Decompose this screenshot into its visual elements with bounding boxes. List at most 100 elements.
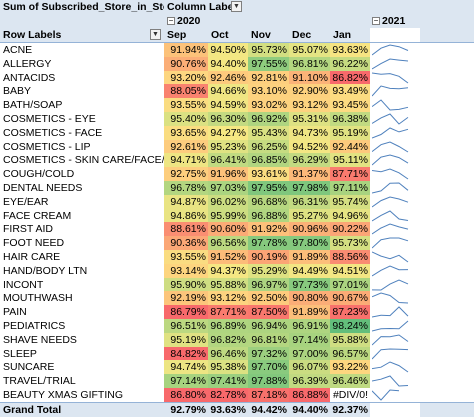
value-cell-nov[interactable]: 87.18% — [248, 388, 289, 402]
value-cell-sep[interactable]: 94.74% — [164, 360, 208, 375]
value-cell-dec[interactable]: 90.80% — [289, 291, 330, 306]
value-cell-oct[interactable]: 96.02% — [208, 194, 248, 209]
value-cell-jan[interactable]: 95.74% — [330, 194, 370, 209]
grand-total-sep[interactable]: 92.79% — [170, 404, 206, 416]
value-cell-nov[interactable]: 96.25% — [248, 139, 289, 154]
value-cell-nov[interactable]: 92.81% — [248, 70, 289, 85]
value-cell-nov[interactable]: 96.97% — [248, 277, 289, 292]
value-cell-dec[interactable]: 97.00% — [289, 346, 330, 361]
year-2020-header[interactable]: −2020 — [164, 14, 370, 28]
column-labels-filter-button[interactable]: ▼ — [231, 1, 242, 12]
value-cell-sep[interactable]: 93.65% — [164, 125, 208, 140]
value-cell-jan[interactable]: 96.22% — [330, 56, 370, 71]
row-label[interactable]: COSMETICS - FACE — [3, 126, 103, 139]
month-header-oct[interactable]: Oct — [211, 29, 229, 41]
value-cell-dec[interactable]: 94.52% — [289, 139, 330, 154]
row-label[interactable]: SHAVE NEEDS — [3, 333, 77, 346]
value-cell-dec[interactable]: 91.37% — [289, 167, 330, 181]
value-cell-dec[interactable]: 91.89% — [289, 305, 330, 319]
value-cell-jan[interactable]: 86.82% — [330, 70, 370, 85]
value-cell-jan[interactable]: #DIV/0! — [330, 388, 370, 402]
value-cell-sep[interactable]: 86.79% — [164, 305, 208, 319]
value-cell-dec[interactable]: 96.29% — [289, 153, 330, 168]
value-cell-sep[interactable]: 93.55% — [164, 250, 208, 264]
grand-total-label[interactable]: Grand Total — [3, 404, 62, 416]
value-cell-nov[interactable]: 96.68% — [248, 194, 289, 209]
value-cell-nov[interactable]: 93.61% — [248, 167, 289, 181]
value-cell-jan[interactable]: 90.22% — [330, 222, 370, 237]
value-cell-jan[interactable]: 96.46% — [330, 374, 370, 388]
value-cell-nov[interactable]: 93.10% — [248, 84, 289, 99]
value-cell-oct[interactable]: 91.52% — [208, 250, 248, 264]
value-cell-dec[interactable]: 91.10% — [289, 70, 330, 85]
value-cell-jan[interactable]: 97.01% — [330, 277, 370, 292]
row-label[interactable]: COSMETICS - SKIN CARE/FACE/EYE — [3, 154, 164, 167]
value-cell-nov[interactable]: 97.70% — [248, 360, 289, 375]
value-cell-dec[interactable]: 94.73% — [289, 125, 330, 140]
value-cell-nov[interactable]: 96.94% — [248, 319, 289, 333]
value-cell-jan[interactable]: 96.57% — [330, 346, 370, 361]
row-label[interactable]: PAIN — [3, 306, 27, 319]
grand-total-oct[interactable]: 93.63% — [210, 404, 246, 416]
value-cell-jan[interactable]: 92.44% — [330, 139, 370, 154]
value-cell-oct[interactable]: 94.50% — [208, 43, 248, 57]
value-cell-nov[interactable]: 97.95% — [248, 181, 289, 195]
value-cell-jan[interactable]: 93.45% — [330, 98, 370, 112]
value-cell-oct[interactable]: 92.46% — [208, 70, 248, 85]
row-label[interactable]: DENTAL NEEDS — [3, 182, 83, 194]
value-cell-nov[interactable]: 95.73% — [248, 43, 289, 57]
month-header-dec[interactable]: Dec — [292, 29, 312, 41]
value-cell-jan[interactable]: 93.49% — [330, 84, 370, 99]
value-cell-dec[interactable]: 97.14% — [289, 332, 330, 347]
value-cell-nov[interactable]: 97.55% — [248, 56, 289, 71]
value-cell-oct[interactable]: 95.38% — [208, 360, 248, 375]
month-header-sep[interactable]: Sep — [167, 29, 187, 41]
value-cell-oct[interactable]: 94.59% — [208, 98, 248, 112]
value-cell-dec[interactable]: 95.27% — [289, 208, 330, 223]
grand-total-nov[interactable]: 94.42% — [251, 404, 287, 416]
value-cell-dec[interactable]: 96.31% — [289, 194, 330, 209]
collapse-2020-icon[interactable]: − — [167, 16, 175, 26]
value-cell-dec[interactable]: 96.39% — [289, 374, 330, 388]
value-cell-sep[interactable]: 91.94% — [164, 43, 208, 57]
value-cell-dec[interactable]: 95.31% — [289, 112, 330, 126]
value-cell-oct[interactable]: 94.37% — [208, 263, 248, 278]
value-cell-jan[interactable]: 96.38% — [330, 112, 370, 126]
value-cell-oct[interactable]: 96.89% — [208, 319, 248, 333]
value-cell-oct[interactable]: 96.46% — [208, 346, 248, 361]
value-cell-sep[interactable]: 90.76% — [164, 56, 208, 71]
value-cell-sep[interactable]: 86.80% — [164, 388, 208, 402]
row-label[interactable]: TRAVEL/TRIAL — [3, 375, 76, 388]
value-cell-dec[interactable]: 97.98% — [289, 181, 330, 195]
value-cell-dec[interactable]: 90.96% — [289, 222, 330, 237]
value-cell-oct[interactable]: 95.99% — [208, 208, 248, 223]
row-label[interactable]: EYE/EAR — [3, 195, 49, 208]
value-cell-sep[interactable]: 96.78% — [164, 181, 208, 195]
row-labels-header[interactable]: Row Labels ▼ — [0, 28, 164, 42]
value-cell-sep[interactable]: 94.86% — [164, 208, 208, 223]
value-cell-sep[interactable]: 95.40% — [164, 112, 208, 126]
value-cell-nov[interactable]: 96.88% — [248, 208, 289, 223]
column-labels-header[interactable]: Column Labels — [167, 1, 243, 13]
month-header-jan[interactable]: Jan — [333, 29, 352, 41]
value-cell-sep[interactable]: 92.75% — [164, 167, 208, 181]
value-cell-sep[interactable]: 94.87% — [164, 194, 208, 209]
row-label[interactable]: MOUTHWASH — [3, 292, 73, 305]
value-cell-sep[interactable]: 90.36% — [164, 236, 208, 250]
value-cell-oct[interactable]: 82.78% — [208, 388, 248, 402]
value-cell-dec[interactable]: 91.89% — [289, 250, 330, 264]
value-cell-nov[interactable]: 92.50% — [248, 291, 289, 306]
value-cell-sep[interactable]: 93.55% — [164, 98, 208, 112]
value-cell-oct[interactable]: 90.60% — [208, 222, 248, 237]
value-cell-dec[interactable]: 95.07% — [289, 43, 330, 57]
value-cell-sep[interactable]: 93.14% — [164, 263, 208, 278]
value-cell-jan[interactable]: 98.24% — [330, 319, 370, 333]
value-cell-oct[interactable]: 96.56% — [208, 236, 248, 250]
row-label[interactable]: COSMETICS - EYE — [3, 113, 96, 125]
value-cell-jan[interactable]: 88.56% — [330, 250, 370, 264]
value-cell-dec[interactable]: 97.80% — [289, 236, 330, 250]
value-cell-oct[interactable]: 91.96% — [208, 167, 248, 181]
value-cell-jan[interactable]: 87.71% — [330, 167, 370, 181]
value-cell-jan[interactable]: 94.96% — [330, 208, 370, 223]
value-cell-oct[interactable]: 94.40% — [208, 56, 248, 71]
